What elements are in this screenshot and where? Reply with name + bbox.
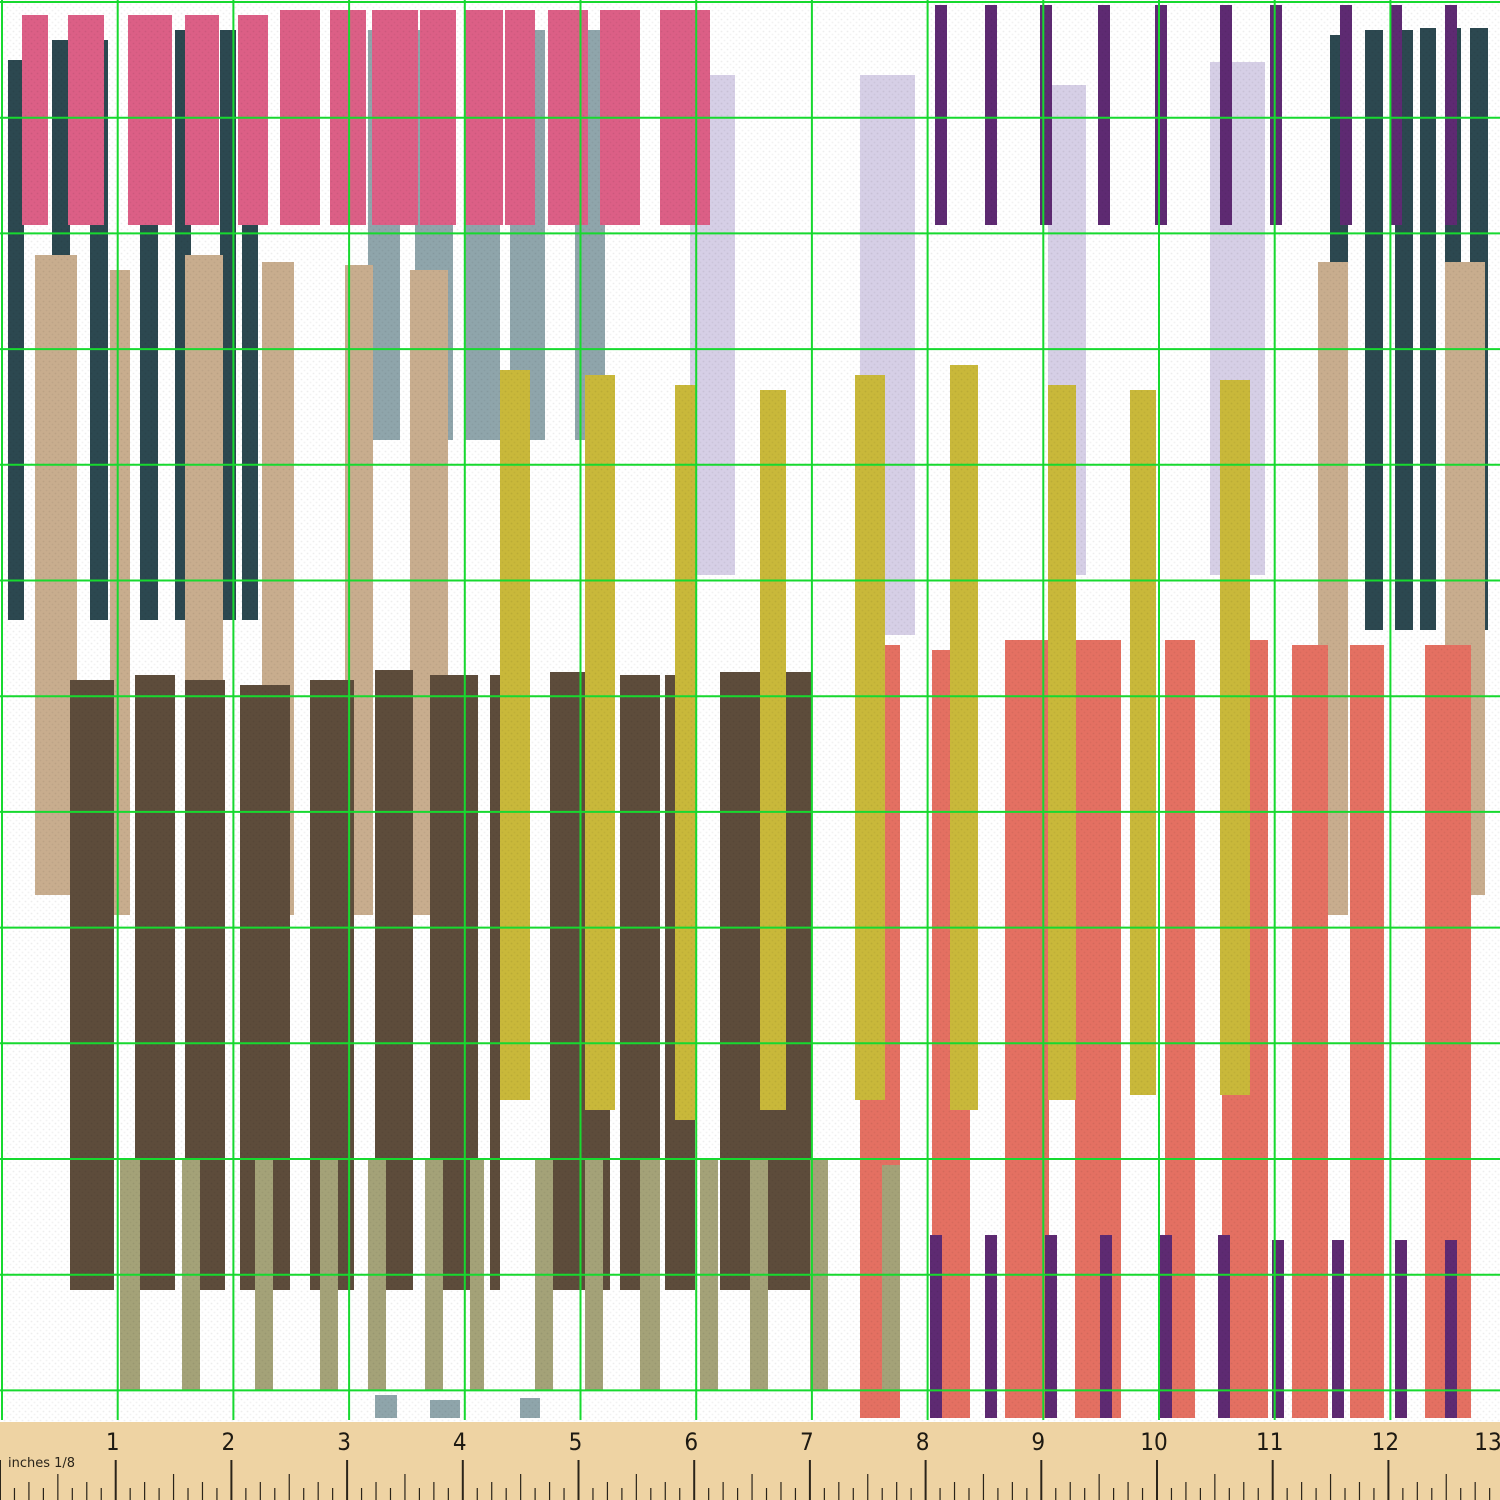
- ruler-number: 4: [452, 1428, 467, 1456]
- weave-texture: [0, 0, 1500, 1425]
- ruler-number: 13: [1474, 1428, 1500, 1456]
- measurement-grid: [0, 0, 1500, 1420]
- ruler-number: 5: [568, 1428, 583, 1456]
- ruler: [0, 1422, 1500, 1500]
- ruler-number: 6: [684, 1428, 699, 1456]
- ruler-body: [0, 1422, 1500, 1500]
- ruler-number: 11: [1255, 1428, 1284, 1456]
- ruler-unit-label: inches 1/8: [8, 1456, 76, 1471]
- ruler-number: 2: [221, 1428, 236, 1456]
- ruler-number: 8: [915, 1428, 930, 1456]
- ruler-number: 1: [105, 1428, 120, 1456]
- ruler-number: 12: [1371, 1428, 1400, 1456]
- ruler-number: 10: [1140, 1428, 1168, 1456]
- ruler-number: 7: [800, 1428, 814, 1456]
- ruler-number: 9: [1031, 1428, 1046, 1456]
- ruler-number: 3: [337, 1428, 351, 1456]
